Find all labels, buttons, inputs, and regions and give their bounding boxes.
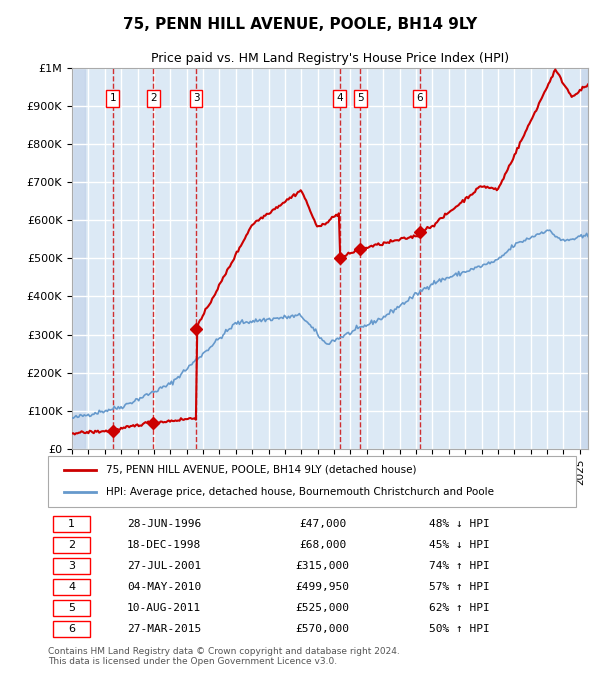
Text: 27-MAR-2015: 27-MAR-2015 xyxy=(127,624,201,634)
Text: 6: 6 xyxy=(68,624,75,634)
Text: 4: 4 xyxy=(337,93,343,103)
Text: 4: 4 xyxy=(68,582,76,592)
Text: 2: 2 xyxy=(150,93,157,103)
Text: 5: 5 xyxy=(68,602,75,613)
Text: 04-MAY-2010: 04-MAY-2010 xyxy=(127,582,201,592)
Text: 57% ↑ HPI: 57% ↑ HPI xyxy=(430,582,490,592)
Text: 48% ↓ HPI: 48% ↓ HPI xyxy=(430,519,490,529)
Text: HPI: Average price, detached house, Bournemouth Christchurch and Poole: HPI: Average price, detached house, Bour… xyxy=(106,488,494,497)
Text: 3: 3 xyxy=(193,93,199,103)
FancyBboxPatch shape xyxy=(53,516,90,532)
Text: £570,000: £570,000 xyxy=(296,624,350,634)
Text: £68,000: £68,000 xyxy=(299,540,346,550)
Text: £499,950: £499,950 xyxy=(296,582,350,592)
Text: 28-JUN-1996: 28-JUN-1996 xyxy=(127,519,201,529)
Text: 27-JUL-2001: 27-JUL-2001 xyxy=(127,561,201,571)
Text: 1: 1 xyxy=(109,93,116,103)
Text: 62% ↑ HPI: 62% ↑ HPI xyxy=(430,602,490,613)
Text: 5: 5 xyxy=(357,93,364,103)
Text: £525,000: £525,000 xyxy=(296,602,350,613)
Text: 45% ↓ HPI: 45% ↓ HPI xyxy=(430,540,490,550)
Text: 2: 2 xyxy=(68,540,76,550)
Text: 74% ↑ HPI: 74% ↑ HPI xyxy=(430,561,490,571)
FancyBboxPatch shape xyxy=(53,558,90,574)
Text: 1: 1 xyxy=(68,519,75,529)
Text: 6: 6 xyxy=(416,93,423,103)
FancyBboxPatch shape xyxy=(53,537,90,553)
Text: £47,000: £47,000 xyxy=(299,519,346,529)
FancyBboxPatch shape xyxy=(53,579,90,595)
FancyBboxPatch shape xyxy=(53,600,90,616)
FancyBboxPatch shape xyxy=(53,621,90,636)
Text: 50% ↑ HPI: 50% ↑ HPI xyxy=(430,624,490,634)
Text: 3: 3 xyxy=(68,561,75,571)
Bar xyxy=(72,68,85,449)
Text: 10-AUG-2011: 10-AUG-2011 xyxy=(127,602,201,613)
Bar xyxy=(580,68,588,449)
Text: 75, PENN HILL AVENUE, POOLE, BH14 9LY (detached house): 75, PENN HILL AVENUE, POOLE, BH14 9LY (d… xyxy=(106,465,416,475)
Title: Price paid vs. HM Land Registry's House Price Index (HPI): Price paid vs. HM Land Registry's House … xyxy=(151,52,509,65)
Text: Contains HM Land Registry data © Crown copyright and database right 2024.
This d: Contains HM Land Registry data © Crown c… xyxy=(48,647,400,666)
Text: £315,000: £315,000 xyxy=(296,561,350,571)
Text: 18-DEC-1998: 18-DEC-1998 xyxy=(127,540,201,550)
Text: 75, PENN HILL AVENUE, POOLE, BH14 9LY: 75, PENN HILL AVENUE, POOLE, BH14 9LY xyxy=(123,17,477,32)
FancyBboxPatch shape xyxy=(48,456,576,507)
